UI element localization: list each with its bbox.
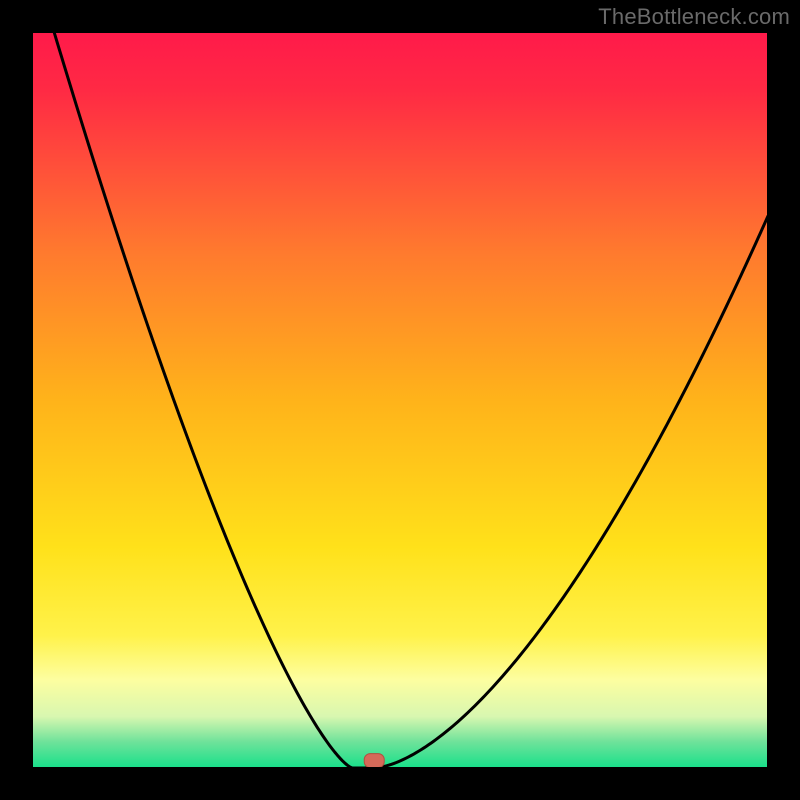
plot-background-gradient: [32, 32, 768, 768]
chart-svg: [0, 0, 800, 800]
optimum-marker: [364, 754, 384, 768]
chart-stage: TheBottleneck.com: [0, 0, 800, 800]
watermark-text: TheBottleneck.com: [598, 4, 790, 30]
